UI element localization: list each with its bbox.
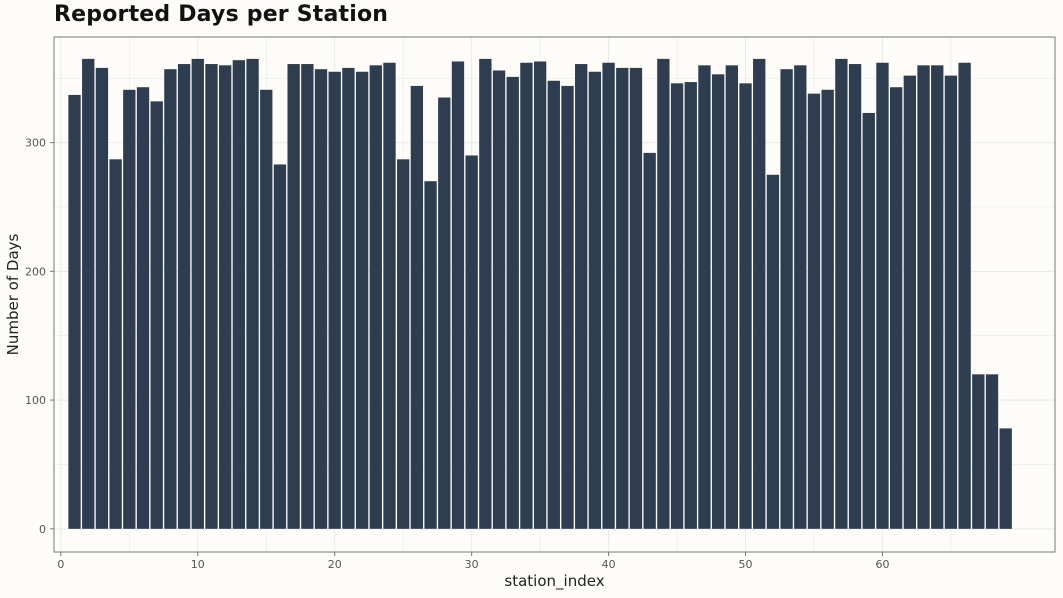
bar [807,93,821,529]
bar [301,64,314,529]
bar [355,71,369,529]
x-tick-label: 30 [465,558,479,571]
bar [739,83,752,529]
bar [766,174,780,529]
bar [821,89,834,529]
bar [588,71,602,529]
bar [438,97,451,529]
bar [561,85,574,529]
bar [903,75,917,529]
x-tick-label: 40 [602,558,616,571]
bar [889,87,903,529]
bar [917,65,930,529]
bar [670,83,684,529]
bar [985,374,999,529]
x-axis-title: station_index [504,572,604,591]
bar [848,64,862,529]
bar [219,65,232,529]
x-tick-label: 10 [191,558,205,571]
y-tick-label: 0 [39,523,46,536]
bar [136,87,150,529]
bar [506,76,519,529]
bar [684,82,697,529]
bar [150,101,163,529]
bar [753,58,766,529]
x-tick-label: 60 [875,558,889,571]
y-tick-label: 200 [25,265,46,278]
bar [876,62,889,529]
bar [835,58,848,529]
bar [410,85,424,529]
bar [342,67,355,529]
bar [602,62,615,529]
bar [629,67,643,529]
bar [492,70,506,529]
bar [383,62,396,529]
bar [205,64,218,529]
bar [657,58,670,529]
bar [451,61,465,529]
bar [109,159,122,529]
bar [533,61,547,529]
chart-title: Reported Days per Station [54,2,389,27]
bar [547,80,560,529]
bar [465,155,478,529]
x-tick-label: 20 [328,558,342,571]
bar [164,69,177,529]
bar [177,64,191,529]
bar [260,89,273,529]
bar [999,428,1012,529]
bar [424,181,437,529]
bar [123,89,136,529]
x-tick-label: 50 [739,558,753,571]
x-tick-label: 0 [57,558,64,571]
bar [273,164,287,529]
bar [643,152,656,529]
bar [397,159,410,529]
bar [191,58,204,529]
bar [232,60,246,529]
bar [479,58,492,529]
bar [575,64,588,529]
bar [95,67,109,529]
bar [725,65,738,529]
bar [369,65,382,529]
bar [698,65,711,529]
bar [82,58,95,529]
y-axis-ticks: 0 100 200 300 [25,137,54,536]
y-tick-label: 300 [25,137,46,150]
y-axis-title: Number of Days [4,233,22,355]
bar [246,58,259,529]
bar [972,374,985,529]
bar [862,112,875,529]
bar [944,75,958,529]
bar [794,65,807,529]
x-axis-ticks: 0 10 20 30 40 50 60 [57,552,889,571]
y-tick-label: 100 [25,394,46,407]
bars [68,58,1012,529]
bar [287,64,300,529]
bar [314,69,328,529]
bar [328,71,341,529]
bar [711,74,725,529]
bar [958,62,971,529]
bar [520,62,533,529]
bar [616,67,629,529]
plot-frame [53,36,1056,553]
bar [68,94,81,529]
bar [780,69,793,529]
bar [931,65,944,529]
